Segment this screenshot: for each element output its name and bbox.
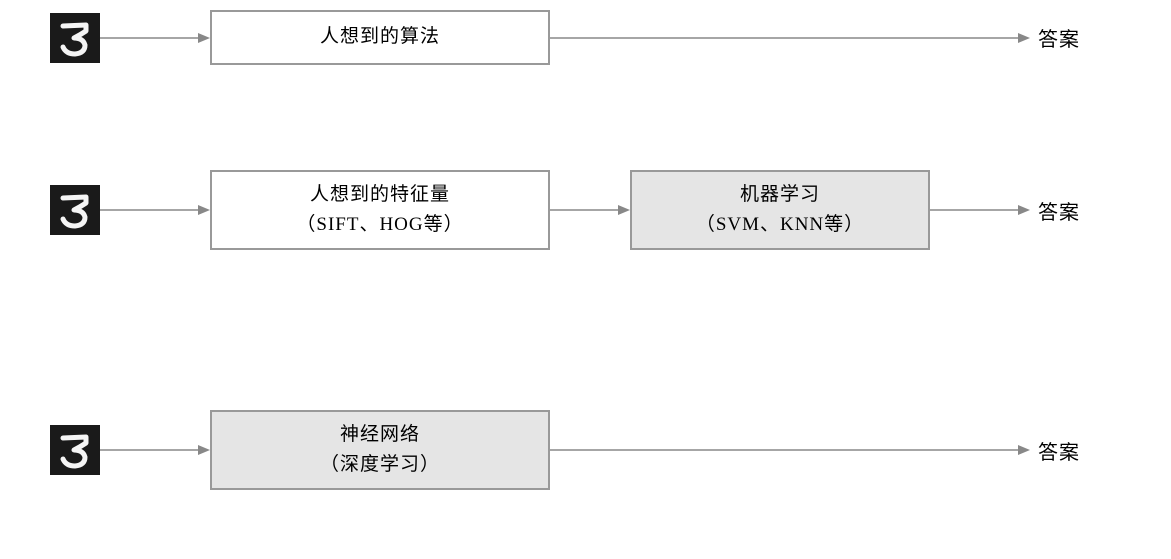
flow-row-1: 人想到的算法 答案 — [0, 10, 1171, 65]
arrow-icon — [100, 28, 210, 48]
arrow-icon — [100, 200, 210, 220]
digit-icon — [50, 13, 100, 63]
box-text: 人想到的特征量 — [310, 180, 450, 210]
algorithm-box: 人想到的算法 — [210, 10, 550, 65]
flow-row-3: 神经网络 （深度学习） 答案 — [0, 410, 1171, 490]
arrow-icon — [100, 440, 210, 460]
box-text: （SIFT、HOG等） — [296, 210, 463, 240]
output-label: 答案 — [1038, 196, 1080, 225]
feature-box: 人想到的特征量 （SIFT、HOG等） — [210, 170, 550, 250]
output-label: 答案 — [1038, 436, 1080, 465]
digit-icon — [50, 185, 100, 235]
arrow-icon — [550, 440, 1030, 460]
box-text: 机器学习 — [740, 180, 820, 210]
arrow-icon — [930, 200, 1030, 220]
digit-icon — [50, 425, 100, 475]
flow-row-2: 人想到的特征量 （SIFT、HOG等） 机器学习 （SVM、KNN等） 答案 — [0, 170, 1171, 250]
box-text: （深度学习） — [320, 450, 440, 480]
arrow-icon — [550, 200, 630, 220]
neural-network-box: 神经网络 （深度学习） — [210, 410, 550, 490]
ml-box: 机器学习 （SVM、KNN等） — [630, 170, 930, 250]
arrow-icon — [550, 28, 1030, 48]
output-label: 答案 — [1038, 23, 1080, 52]
box-text: 人想到的算法 — [320, 22, 440, 52]
box-text: 神经网络 — [340, 420, 420, 450]
box-text: （SVM、KNN等） — [696, 210, 864, 240]
